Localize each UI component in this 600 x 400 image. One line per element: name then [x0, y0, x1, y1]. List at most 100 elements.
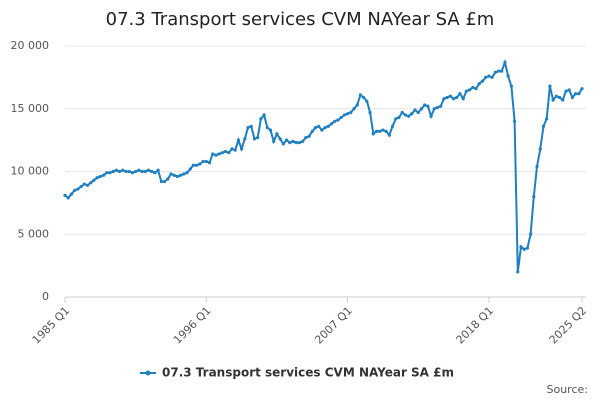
point-marker	[394, 117, 398, 121]
point-marker	[532, 195, 536, 199]
point-marker	[268, 128, 273, 132]
x-tick-label: 2007 Q1	[312, 304, 355, 347]
point-marker	[458, 92, 462, 96]
point-marker	[137, 168, 141, 172]
point-marker	[339, 115, 343, 120]
point-marker	[416, 110, 420, 115]
point-marker	[310, 129, 314, 133]
point-marker	[259, 117, 263, 121]
point-marker	[201, 159, 205, 164]
point-marker	[101, 173, 106, 177]
point-marker	[262, 113, 266, 117]
point-marker	[545, 117, 549, 121]
point-marker	[233, 148, 237, 152]
point-marker	[236, 138, 241, 142]
point-marker	[474, 87, 478, 91]
point-marker	[85, 183, 90, 187]
point-marker	[455, 95, 459, 100]
point-marker	[496, 69, 501, 73]
point-marker	[397, 115, 401, 120]
point-marker	[529, 232, 533, 236]
point-marker	[538, 147, 542, 151]
point-marker	[301, 139, 305, 143]
x-tick-label: 1996 Q1	[171, 304, 214, 347]
point-marker	[503, 60, 507, 64]
point-marker	[516, 270, 520, 274]
point-marker	[79, 184, 83, 189]
point-marker	[265, 125, 269, 130]
point-marker	[159, 179, 163, 184]
point-marker	[429, 114, 433, 118]
y-tick-label: 15 000	[11, 102, 50, 115]
point-marker	[548, 84, 552, 88]
point-marker	[445, 95, 449, 100]
point-marker	[567, 88, 571, 92]
point-marker	[243, 137, 247, 141]
point-marker	[127, 169, 131, 174]
point-marker	[166, 177, 170, 181]
point-marker	[564, 89, 568, 93]
point-marker	[63, 193, 67, 197]
series-line	[64, 58, 583, 273]
point-marker	[570, 95, 574, 100]
point-marker	[182, 172, 186, 176]
point-marker	[477, 82, 481, 86]
point-marker	[76, 187, 80, 191]
point-marker	[156, 168, 160, 172]
point-marker	[352, 107, 356, 111]
y-tick-label: 10 000	[11, 165, 50, 178]
point-marker	[281, 142, 285, 146]
x-tick-label: 1985 Q1	[30, 304, 73, 347]
point-marker	[105, 171, 109, 175]
point-marker	[557, 95, 562, 100]
point-marker	[403, 113, 407, 117]
point-marker	[230, 147, 234, 151]
point-marker	[320, 128, 324, 132]
point-marker	[82, 182, 86, 186]
point-marker	[108, 171, 112, 175]
point-marker	[291, 139, 295, 143]
point-marker	[406, 114, 411, 118]
point-marker	[214, 153, 218, 157]
point-marker	[561, 98, 565, 102]
point-marker	[317, 124, 321, 128]
point-marker	[153, 171, 157, 175]
point-marker	[493, 70, 497, 74]
legend-label: 07.3 Transport services CVM NAYear SA £m	[162, 366, 454, 380]
point-marker	[374, 129, 379, 133]
point-marker	[461, 97, 465, 101]
point-marker	[95, 176, 99, 180]
point-marker	[185, 171, 189, 175]
point-marker	[426, 104, 430, 108]
point-marker	[294, 141, 298, 145]
point-marker	[217, 152, 221, 156]
point-marker	[522, 247, 526, 251]
point-marker	[98, 174, 102, 179]
point-marker	[439, 104, 443, 108]
point-marker	[211, 152, 215, 156]
point-marker	[432, 107, 436, 111]
point-marker	[577, 92, 581, 96]
point-marker	[207, 161, 212, 165]
point-marker	[384, 129, 388, 133]
point-marker	[111, 169, 115, 174]
point-marker	[471, 85, 475, 90]
point-marker	[256, 136, 260, 140]
point-marker	[423, 103, 427, 107]
point-marker	[240, 147, 244, 151]
point-marker	[362, 95, 366, 100]
point-marker	[175, 174, 179, 179]
point-marker	[191, 163, 196, 167]
point-marker	[573, 92, 578, 96]
point-marker	[188, 167, 192, 171]
point-marker	[134, 169, 138, 174]
point-marker	[365, 99, 369, 103]
point-marker	[73, 188, 77, 192]
point-marker	[381, 128, 385, 132]
point-marker	[114, 168, 118, 172]
point-marker	[313, 125, 318, 130]
point-marker	[333, 119, 337, 123]
point-marker	[66, 196, 70, 200]
point-marker	[345, 112, 350, 116]
